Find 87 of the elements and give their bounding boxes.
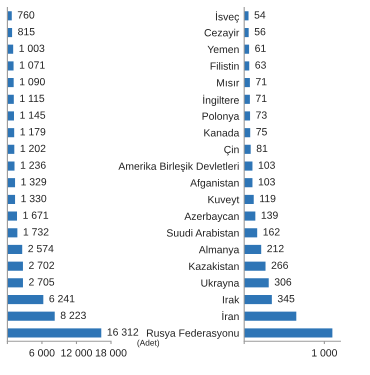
y-tick-label: Yemen (208, 46, 239, 54)
bar (7, 44, 14, 54)
bar (244, 328, 332, 338)
y-tick-label: İngiltere (203, 94, 239, 106)
data-label: 71 (256, 78, 267, 86)
bar (7, 94, 14, 104)
data-label: 6 241 (49, 294, 74, 302)
data-label: 119 (260, 194, 276, 202)
data-label: 1 115 (20, 94, 44, 102)
data-label: 212 (267, 244, 284, 252)
data-label: 1 179 (20, 128, 46, 136)
bar (7, 194, 16, 204)
data-label: 760 (18, 11, 34, 19)
bar (7, 244, 22, 254)
bar (7, 328, 102, 338)
data-label: 1 145 (20, 111, 46, 119)
data-label: 61 (255, 44, 266, 52)
bar (244, 244, 262, 254)
data-label: 1 330 (21, 194, 46, 202)
data-label: 81 (256, 144, 268, 152)
data-label: 1 236 (20, 161, 46, 169)
y-tick-label: Mısır (217, 79, 240, 86)
y-tick-label: Cezayir (204, 28, 240, 38)
data-label: 56 (254, 28, 266, 36)
y-tick-label: Kanada (204, 128, 240, 137)
bar (7, 278, 23, 288)
text: (Adet) (137, 340, 160, 348)
y-tick-label: Ukrayna (201, 279, 240, 289)
y-tick-label: Polonya (202, 112, 240, 122)
bar (244, 212, 256, 221)
y-tick-label: İsveç (216, 11, 240, 23)
y-tick-label: İran (222, 310, 239, 320)
y-tick-label: Afganistan (190, 178, 239, 189)
data-label: 1 202 (20, 144, 46, 152)
bar (7, 312, 55, 321)
bar (7, 161, 15, 171)
data-label: 266 (272, 262, 288, 269)
bar (7, 178, 16, 188)
y-tick-label: Almanya (198, 246, 240, 256)
bar (244, 94, 250, 104)
y-tick-label: Rusya Federasyonu (146, 329, 239, 339)
bar (7, 294, 44, 304)
data-label: 75 (256, 128, 267, 136)
y-tick-label: Kazakistan (189, 262, 239, 270)
data-label: 71 (256, 94, 267, 102)
x-tick-label: 1 000 (312, 349, 337, 357)
data-label: 16 312 (108, 328, 138, 336)
data-label: 1 671 (23, 212, 48, 219)
data-label: 1 090 (20, 78, 45, 86)
data-label: 815 (18, 28, 35, 36)
data-label: 1 003 (20, 44, 44, 52)
bar (7, 144, 14, 154)
x-tick-label: 18 000 (96, 349, 127, 357)
x-tick-label: 12 000 (61, 349, 92, 357)
y-tick-label: Irak (222, 296, 240, 304)
data-label: 73 (256, 111, 267, 119)
data-label: 1 732 (24, 228, 48, 236)
bar (244, 278, 269, 288)
data-label: 139 (262, 212, 278, 219)
bar (244, 178, 252, 188)
data-label: 162 (264, 228, 280, 236)
bar (7, 228, 18, 238)
data-label: 103 (258, 178, 275, 186)
data-label: 103 (258, 161, 275, 169)
data-label: 63 (255, 61, 266, 69)
data-label: 345 (278, 294, 294, 302)
bar (244, 228, 258, 238)
y-tick-label: Kuveyt (208, 196, 240, 206)
data-label: 54 (254, 11, 266, 19)
data-label: 1 071 (20, 61, 45, 69)
data-label: 8 223 (60, 312, 86, 320)
y-tick-label: Azerbaycan (184, 212, 239, 222)
data-label: 2 702 (29, 262, 54, 269)
y-tick-label: Amerika Birleşik Devletleri (118, 162, 239, 172)
bar (7, 262, 23, 271)
y-tick-label: Suudi Arabistan (166, 229, 239, 237)
data-label: 1 329 (21, 178, 46, 186)
y-tick-label: Çin (224, 146, 239, 156)
data-label: 306 (274, 278, 292, 286)
data-label: 2 574 (28, 244, 54, 252)
y-tick-label: Filistin (210, 62, 239, 70)
x-tick-label: 6 000 (29, 349, 55, 357)
bar (244, 312, 296, 321)
bar (244, 262, 266, 271)
data-label: 2 705 (29, 278, 54, 286)
bar (244, 294, 272, 304)
bar (7, 212, 18, 221)
